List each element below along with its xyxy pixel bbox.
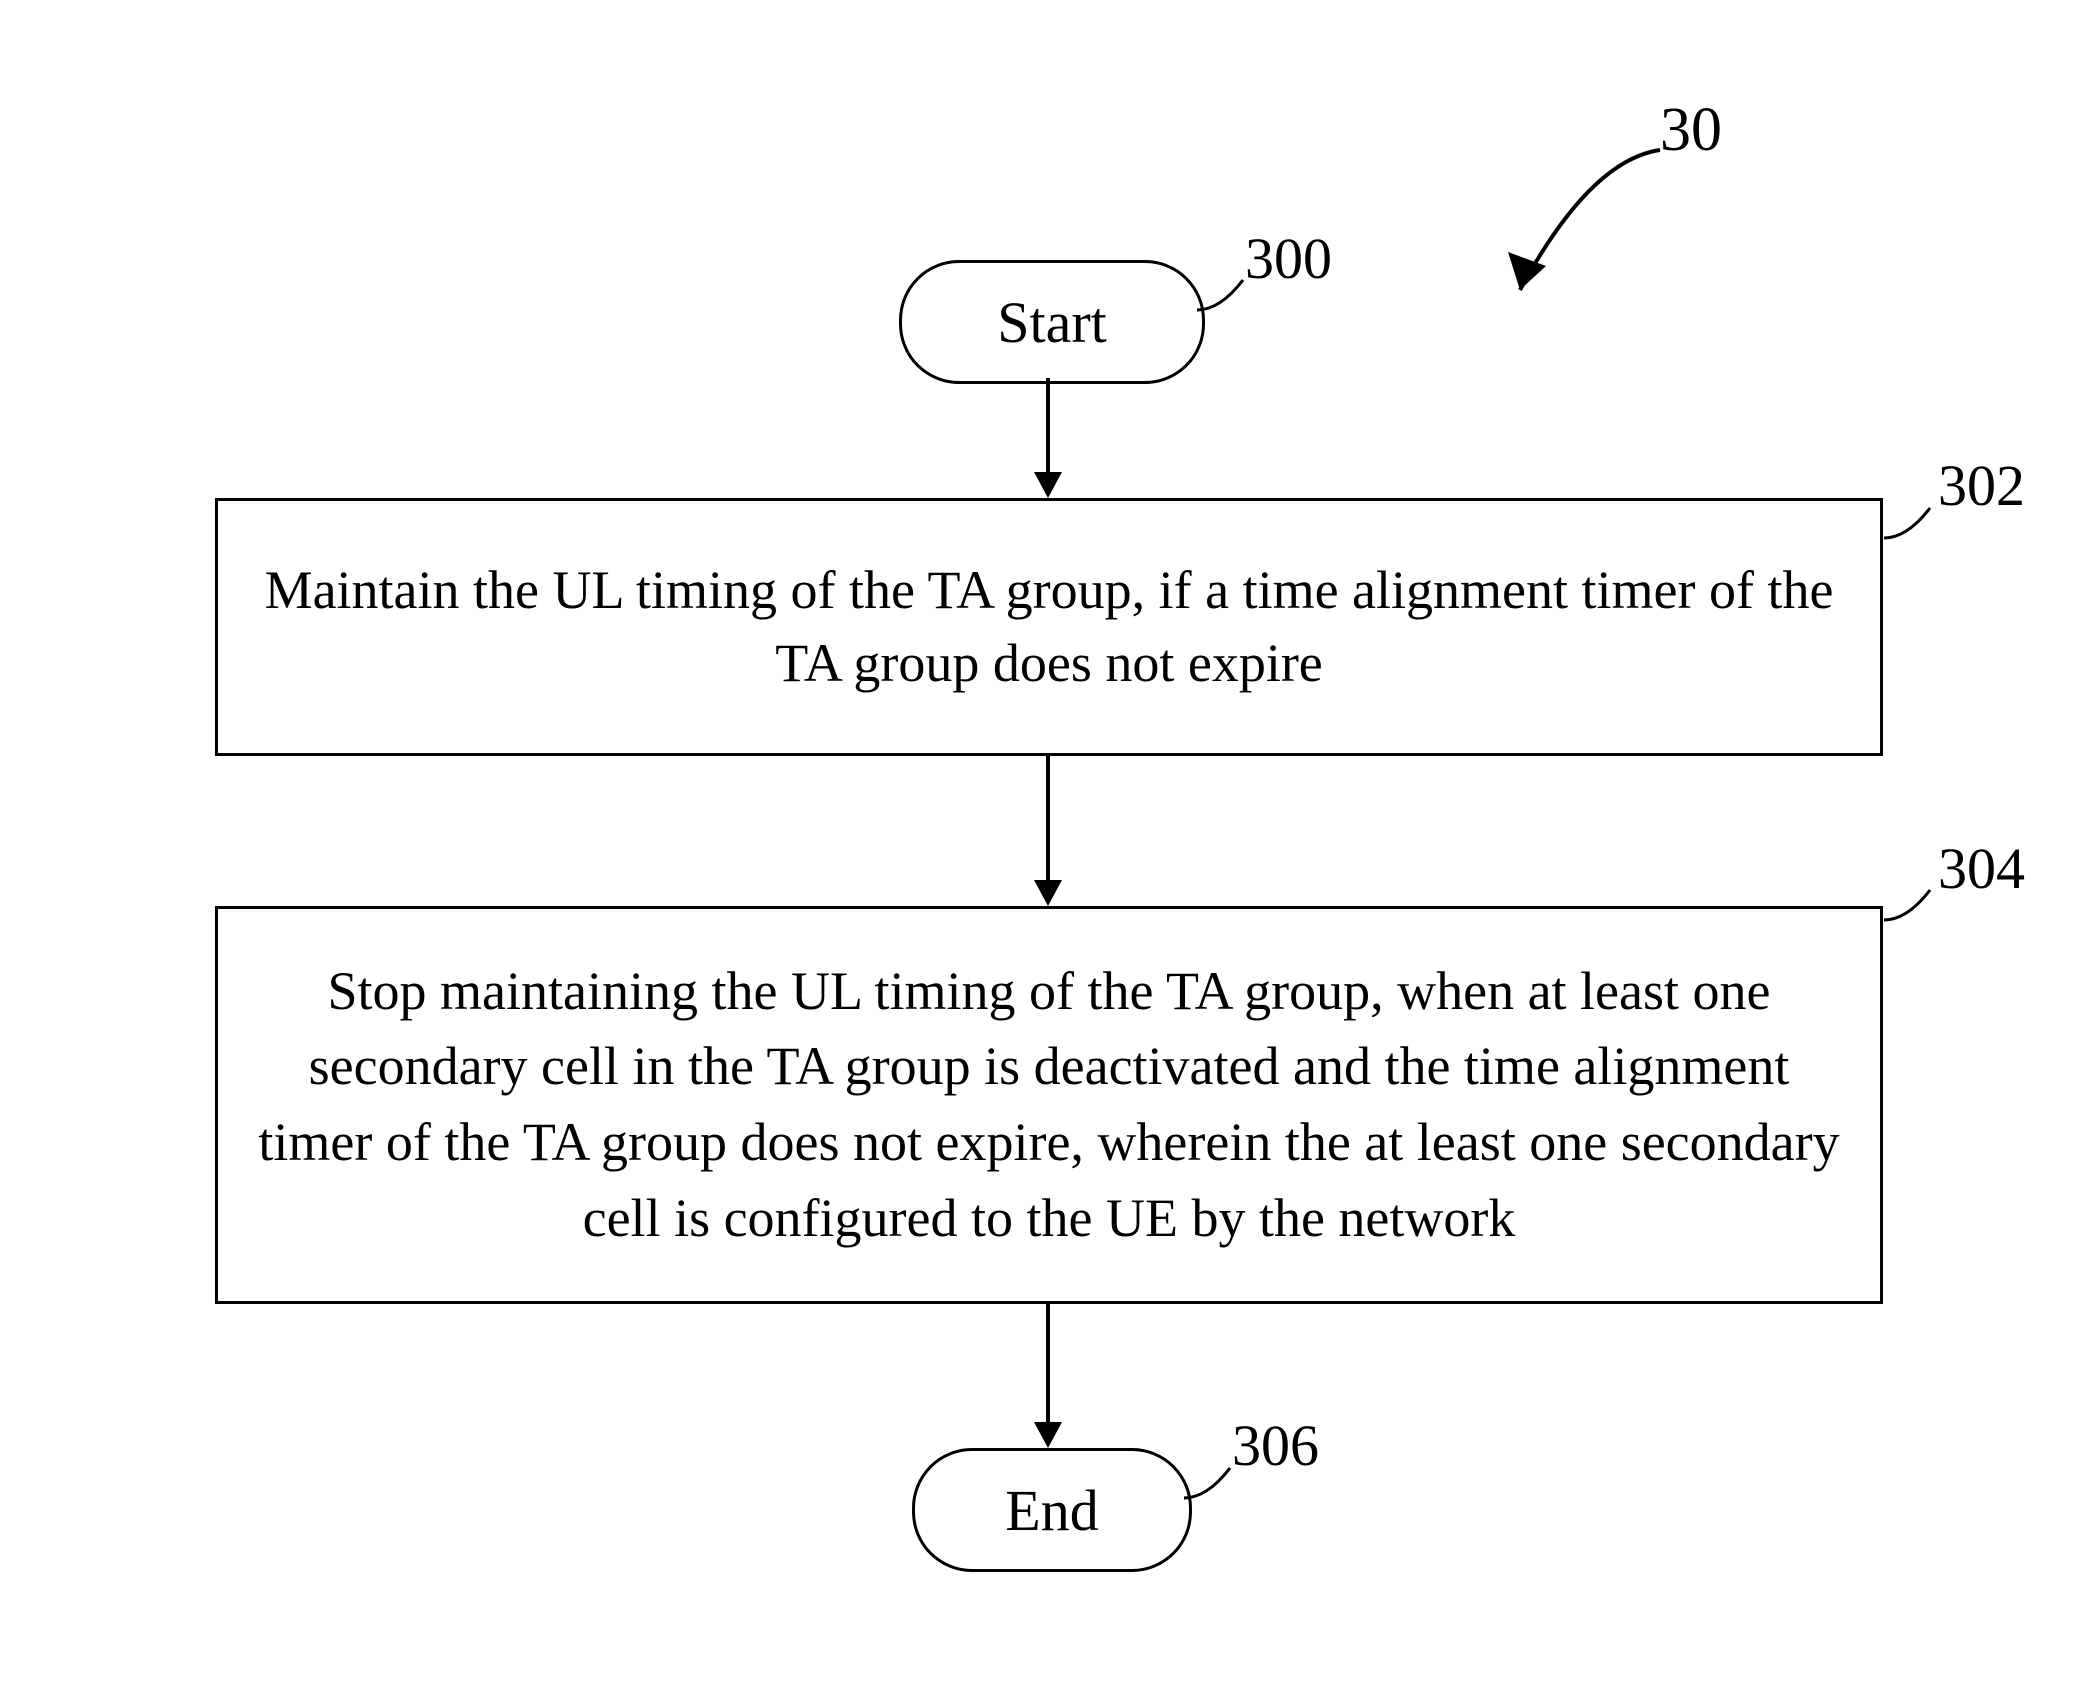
figure-arrow [1450, 140, 1710, 340]
end-node: End [912, 1448, 1192, 1572]
step-1-box: Maintain the UL timing of the TA group, … [215, 498, 1883, 756]
flowchart-canvas: 30 Start 300 Maintain the UL timing of t… [0, 0, 2098, 1693]
arrow-2-head [1034, 880, 1062, 906]
start-ref: 300 [1245, 225, 1332, 292]
arrow-3-line [1046, 1304, 1050, 1424]
step-2-ref: 304 [1938, 835, 2025, 902]
arrow-1-head [1034, 472, 1062, 498]
start-node: Start [899, 260, 1205, 384]
step-1-ref: 302 [1938, 452, 2025, 519]
step1-leader [1882, 498, 1942, 548]
step-2-text: Stop maintaining the UL timing of the TA… [248, 954, 1850, 1256]
arrow-1-line [1046, 378, 1050, 474]
end-text: End [1005, 1477, 1098, 1544]
arrow-2-line [1046, 756, 1050, 882]
step-2-box: Stop maintaining the UL timing of the TA… [215, 906, 1883, 1304]
start-text: Start [997, 289, 1107, 356]
step-1-text: Maintain the UL timing of the TA group, … [248, 554, 1850, 700]
end-ref: 306 [1232, 1412, 1319, 1479]
arrow-3-head [1034, 1422, 1062, 1448]
step2-leader [1882, 880, 1942, 930]
